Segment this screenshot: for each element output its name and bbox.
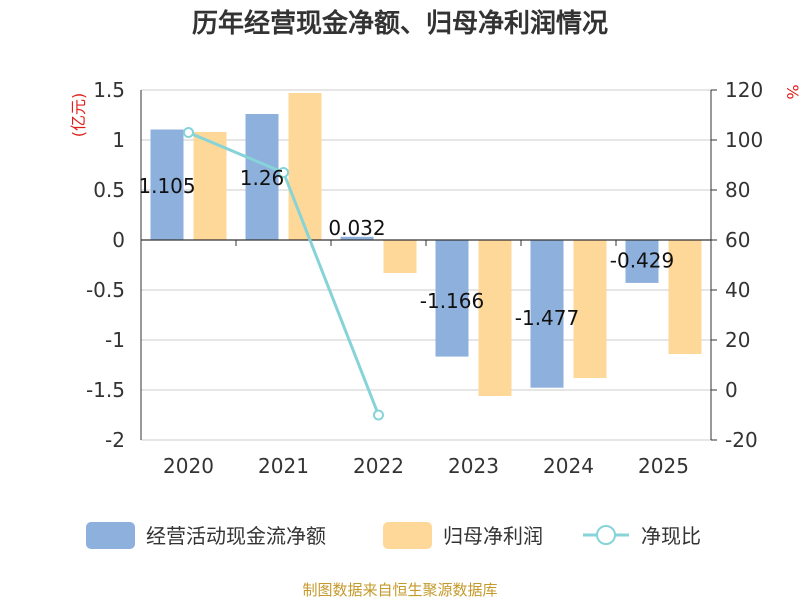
legend-label: 经营活动现金流净额 [146, 524, 326, 548]
data-labels: 1.105 1.26 0.032 -1.166 -1.477 -0.429 [138, 166, 674, 330]
legend-swatch-cash-flow [86, 522, 135, 549]
y-left-tick-label: 0 [112, 228, 125, 252]
y-left-label: (亿元) [69, 93, 88, 138]
y-right-tick-label: 20 [725, 328, 750, 352]
y-left-tick-label: 1.5 [93, 78, 125, 102]
cash-flow-data-label: -1.477 [515, 306, 579, 330]
bars [150, 93, 702, 396]
cash-flow-bar [340, 236, 374, 240]
ratio-point [373, 409, 384, 421]
x-tick-label: 2025 [638, 454, 689, 478]
y-right-tick-label: 40 [725, 278, 750, 302]
y-left-tick-label: -0.5 [86, 278, 125, 302]
net-profit-bar [668, 240, 702, 354]
net-profit-bar [288, 93, 322, 240]
cash-flow-bar [435, 240, 469, 357]
x-tick-label: 2021 [258, 454, 309, 478]
axes: -2 -1.5 -1 -0.5 0 0.5 1 1.5 -20 0 20 40 60 80 100 120 20… [86, 78, 763, 478]
cash-flow-data-label: -0.429 [610, 249, 674, 273]
cash-flow-data-label: 1.105 [138, 174, 195, 198]
cash-flow-data-label: 1.26 [240, 166, 285, 190]
y-right-tick-label: 120 [725, 78, 763, 102]
cash-flow-bar [150, 129, 184, 240]
cash-flow-bar [625, 240, 659, 283]
ratio-line [183, 127, 384, 421]
y-right-tick-label: -20 [725, 428, 758, 452]
net-profit-bar [193, 132, 227, 240]
net-profit-bar [573, 240, 607, 378]
legend-swatch-net-profit [383, 522, 432, 549]
ratio-point [183, 127, 194, 138]
cash-flow-bar [530, 240, 564, 388]
cash-flow-data-label: -1.166 [420, 289, 484, 313]
source-note: 制图数据来自恒生聚源数据库 [302, 581, 497, 599]
y-right-tick-label: 0 [725, 378, 738, 402]
y-left-tick-label: 1 [112, 128, 125, 152]
net-profit-bar [478, 240, 512, 396]
x-tick-label: 2020 [163, 454, 214, 478]
cash-flow-bar [245, 114, 279, 240]
chart-title: 历年经营现金净额、归母净利润情况 [192, 8, 608, 39]
y-left-tick-label: 0.5 [93, 178, 125, 202]
y-left-tick-label: -1 [105, 328, 125, 352]
legend: 经营活动现金流净额 归母净利润 净现比 [86, 522, 701, 549]
net-profit-bar [383, 240, 417, 273]
y-right-tick-label: 100 [725, 128, 763, 152]
y-right-tick-label: 60 [725, 228, 750, 252]
cash-flow-data-label: 0.032 [328, 216, 385, 240]
x-tick-label: 2022 [353, 454, 404, 478]
legend-swatch-ratio-marker [596, 525, 616, 545]
y-left-tick-label: -1.5 [86, 378, 125, 402]
legend-label: 净现比 [641, 524, 701, 548]
x-tick-label: 2023 [448, 454, 499, 478]
y-right-tick-label: 80 [725, 178, 750, 202]
x-tick-label: 2024 [543, 454, 594, 478]
y-left-tick-label: -2 [105, 428, 125, 452]
legend-label: 归母净利润 [443, 524, 543, 548]
ratio-point [278, 167, 289, 178]
y-right-label: % [783, 84, 800, 99]
